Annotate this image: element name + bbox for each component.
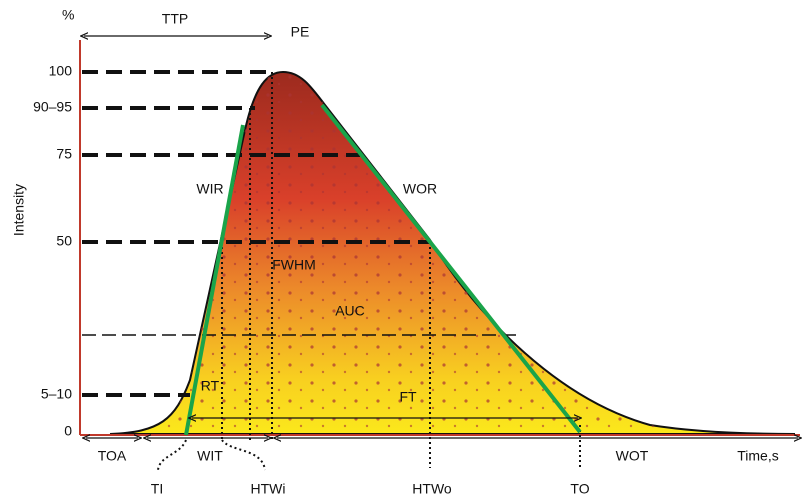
- label: WOR: [403, 181, 437, 197]
- guides: [157, 72, 581, 471]
- label: FT: [399, 389, 417, 405]
- label: RT: [201, 378, 220, 394]
- level: 5–10: [41, 386, 72, 402]
- label: WIT: [197, 448, 223, 464]
- arrows: [84, 36, 798, 438]
- label: HTWo: [412, 481, 452, 497]
- label: TOA: [98, 448, 127, 464]
- label: FWHM: [272, 257, 316, 273]
- label: HTWi: [251, 481, 286, 497]
- level: 50: [56, 233, 72, 249]
- level: 75: [56, 146, 72, 162]
- label: TTP: [162, 11, 188, 27]
- label: WIR: [196, 181, 223, 197]
- label: AUC: [335, 303, 365, 319]
- unit: %: [62, 7, 74, 23]
- level: 0: [64, 423, 72, 439]
- levels: 100 90–95 75 50 5–10 0: [33, 63, 72, 439]
- label: TO: [570, 481, 589, 497]
- x-label: Time,s: [737, 448, 778, 464]
- level-lines: [82, 70, 522, 397]
- level: 90–95: [33, 99, 72, 115]
- label: WOT: [616, 448, 649, 464]
- level: 100: [49, 63, 73, 79]
- y-label: Intensity: [11, 184, 27, 236]
- label: PE: [291, 24, 310, 40]
- label: TI: [151, 481, 163, 497]
- slopes: [184, 103, 582, 436]
